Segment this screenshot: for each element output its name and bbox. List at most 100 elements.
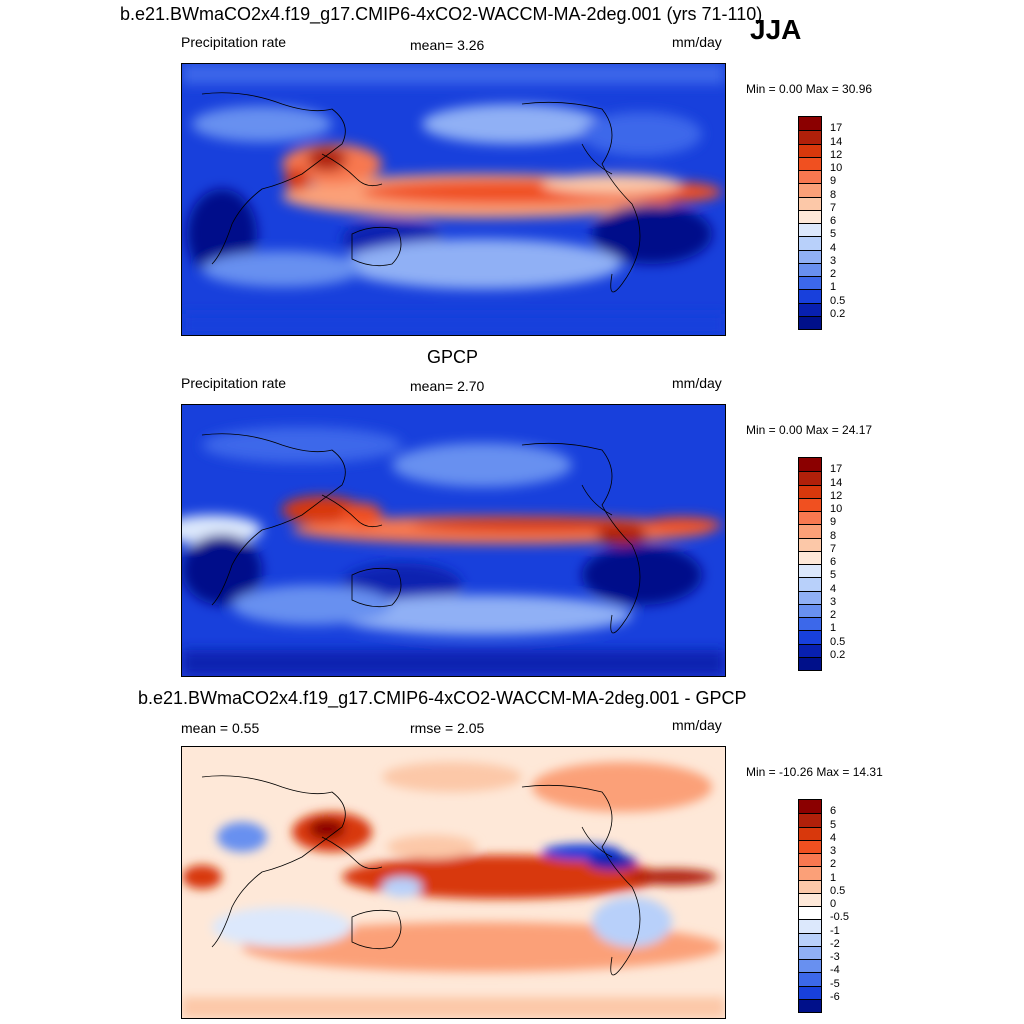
colorbar-swatch xyxy=(799,143,821,157)
colorbar-swatch xyxy=(799,170,821,184)
panel3-colorbar xyxy=(798,799,822,1013)
colorbar-tick-label: 4 xyxy=(830,241,837,254)
colorbar-swatch xyxy=(799,892,821,906)
colorbar-tick-label: 12 xyxy=(830,148,843,161)
panel3-map xyxy=(181,746,726,1019)
colorbar-tick-label: 0.5 xyxy=(830,635,846,648)
panel1-mean: mean= 3.26 xyxy=(410,37,485,53)
panel2-map xyxy=(181,404,726,677)
colorbar-tick-label: 12 xyxy=(830,489,843,502)
colorbar-tick-label: 5 xyxy=(830,228,837,241)
colorbar-tick-label: 8 xyxy=(830,188,837,201)
colorbar-swatch xyxy=(799,906,821,920)
colorbar-tick-label: 3 xyxy=(830,595,837,608)
panel2-mean: mean= 2.70 xyxy=(410,378,485,394)
colorbar-swatch xyxy=(799,249,821,263)
colorbar-tick-label: -2 xyxy=(830,937,840,950)
colorbar-swatch xyxy=(799,117,821,131)
panel3-title: b.e21.BWmaCO2x4.f19_g17.CMIP6-4xCO2-WACC… xyxy=(138,688,747,708)
colorbar-swatch xyxy=(799,800,821,814)
colorbar-swatch xyxy=(799,236,821,250)
colorbar-tick-label: -6 xyxy=(830,990,840,1003)
colorbar-tick-label: 10 xyxy=(830,503,843,515)
colorbar-swatch xyxy=(799,550,821,564)
colorbar-tick-label: -1 xyxy=(830,924,840,937)
colorbar-swatch xyxy=(799,972,821,986)
colorbar-tick-label: 17 xyxy=(830,463,843,476)
panel3-minmax: Min = -10.26 Max = 14.31 xyxy=(746,765,883,779)
colorbar-swatch xyxy=(799,643,821,657)
colorbar-tick-label: 3 xyxy=(830,254,837,267)
colorbar-tick-label: 1 xyxy=(830,281,837,294)
panel2-colorbar xyxy=(798,457,822,671)
panel1-precip-field xyxy=(182,64,725,335)
colorbar-tick-label: 17 xyxy=(830,122,843,135)
colorbar-tick-label: 10 xyxy=(830,162,843,174)
colorbar-swatch xyxy=(799,564,821,578)
colorbar-swatch xyxy=(799,985,821,999)
colorbar-swatch xyxy=(799,458,821,472)
colorbar-tick-label: 9 xyxy=(830,516,837,529)
colorbar-swatch xyxy=(799,209,821,223)
colorbar-swatch xyxy=(799,156,821,170)
colorbar-tick-label: -3 xyxy=(830,951,840,963)
colorbar-tick-label: 4 xyxy=(830,831,837,844)
colorbar-tick-label: 5 xyxy=(830,818,837,831)
colorbar-tick-label: 6 xyxy=(830,215,837,227)
colorbar-tick-label: 9 xyxy=(830,175,837,188)
panel2-left-label: Precipitation rate xyxy=(181,375,287,391)
colorbar-swatch xyxy=(799,853,821,867)
colorbar-swatch xyxy=(799,497,821,511)
colorbar-swatch xyxy=(799,196,821,210)
panel3-rmse: rmse = 2.05 xyxy=(410,720,485,736)
colorbar-swatch xyxy=(799,617,821,631)
colorbar-swatch xyxy=(799,919,821,933)
colorbar-tick-label: 3 xyxy=(830,845,837,857)
colorbar-tick-label: 5 xyxy=(830,569,837,582)
panel1-map xyxy=(181,63,726,336)
colorbar-swatch xyxy=(799,590,821,604)
panel2-units: mm/day xyxy=(672,375,722,391)
colorbar-swatch xyxy=(799,471,821,485)
colorbar-swatch xyxy=(799,302,821,316)
colorbar-swatch xyxy=(799,879,821,893)
colorbar-tick-label: 0.5 xyxy=(830,294,846,307)
colorbar-swatch xyxy=(799,656,821,670)
colorbar-tick-label: 6 xyxy=(830,805,837,818)
panel3-difference-field xyxy=(182,747,725,1018)
colorbar-tick-label: 1 xyxy=(830,871,837,884)
panel2-minmax: Min = 0.00 Max = 24.17 xyxy=(746,423,873,437)
colorbar-swatch xyxy=(799,826,821,840)
panel1-left-label: Precipitation rate xyxy=(181,34,287,50)
colorbar-swatch xyxy=(799,932,821,946)
colorbar-tick-label: -5 xyxy=(830,977,840,990)
panel1-units: mm/day xyxy=(672,34,722,50)
colorbar-swatch xyxy=(799,130,821,144)
colorbar-swatch xyxy=(799,998,821,1012)
panel3-units: mm/day xyxy=(672,717,722,733)
colorbar-tick-label: 1 xyxy=(830,622,837,635)
colorbar-tick-label: -0.5 xyxy=(830,911,849,924)
panel2-precip-field xyxy=(182,405,725,676)
panel2-title: GPCP xyxy=(427,347,479,367)
panel1-minmax: Min = 0.00 Max = 30.96 xyxy=(746,82,873,96)
colorbar-swatch xyxy=(799,866,821,880)
colorbar-tick-label: 2 xyxy=(830,858,837,871)
colorbar-tick-label: 14 xyxy=(830,135,843,148)
colorbar-swatch xyxy=(799,603,821,617)
colorbar-swatch xyxy=(799,262,821,276)
colorbar-tick-label: 0 xyxy=(830,898,837,910)
colorbar-tick-label: 2 xyxy=(830,268,837,280)
colorbar-tick-label: 0.2 xyxy=(830,648,846,661)
colorbar-tick-label: 0.5 xyxy=(830,884,846,897)
colorbar-swatch xyxy=(799,959,821,973)
colorbar-swatch xyxy=(799,484,821,498)
colorbar-tick-label: 7 xyxy=(830,542,837,555)
colorbar-swatch xyxy=(799,183,821,197)
colorbar-swatch xyxy=(799,630,821,644)
colorbar-swatch xyxy=(799,315,821,329)
colorbar-swatch xyxy=(799,537,821,551)
colorbar-tick-label: 0.2 xyxy=(830,307,846,320)
colorbar-swatch xyxy=(799,289,821,303)
panel3-mean: mean = 0.55 xyxy=(181,720,260,736)
